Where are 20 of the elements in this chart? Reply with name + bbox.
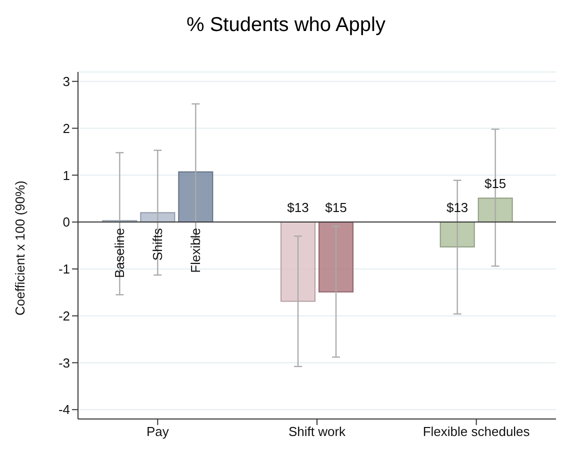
text: $13 — [446, 200, 468, 216]
y-tick-label: 3 — [62, 74, 70, 89]
y-axis-title: Coefficient x 100 (90%) — [12, 180, 28, 316]
text: Shifts — [150, 228, 166, 261]
x-tick-label: Pay — [146, 424, 170, 440]
y-tick-label: 2 — [62, 120, 70, 136]
x-tick-label: Shift work — [288, 424, 346, 440]
y-tick-label: 0 — [62, 214, 70, 230]
chart-title: % Students who Apply — [185, 13, 386, 38]
text: Baseline — [112, 228, 128, 278]
y-tick-label: 1 — [62, 168, 70, 183]
x-tick-label: Flexible schedules — [422, 424, 530, 440]
y-tick-label: -4 — [58, 402, 70, 418]
text: Flexible — [188, 228, 204, 273]
series-label: $15 — [325, 200, 347, 216]
text: $15 — [484, 176, 506, 192]
y-tick-label: -3 — [58, 355, 70, 370]
series-label: $13 — [287, 200, 309, 216]
y-tick-label: -2 — [58, 308, 70, 324]
y-tick-label: -1 — [58, 262, 70, 277]
